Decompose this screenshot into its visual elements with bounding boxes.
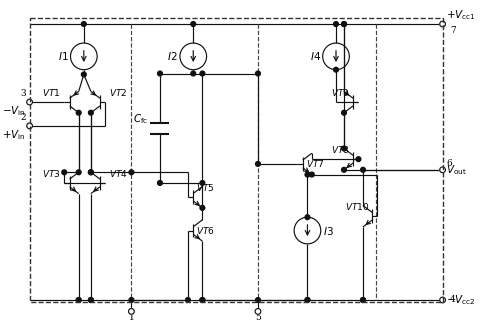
Text: 2: 2 — [20, 113, 26, 122]
Text: 4: 4 — [450, 295, 456, 304]
Circle shape — [360, 167, 365, 172]
Circle shape — [255, 162, 260, 166]
Text: 5: 5 — [255, 313, 261, 322]
Circle shape — [200, 181, 205, 185]
Text: $+V_{\rm in}$: $+V_{\rm in}$ — [2, 128, 26, 141]
Text: $C_{\rm fc}$: $C_{\rm fc}$ — [133, 112, 148, 126]
Text: $VT10$: $VT10$ — [345, 201, 369, 213]
Text: 6: 6 — [446, 159, 452, 168]
Text: 7: 7 — [450, 26, 456, 35]
Text: $VT9$: $VT9$ — [331, 87, 350, 98]
Text: $V_{\rm out}$: $V_{\rm out}$ — [446, 163, 467, 177]
Circle shape — [88, 170, 93, 175]
Circle shape — [76, 298, 81, 302]
Circle shape — [305, 298, 310, 302]
Text: $VT4$: $VT4$ — [109, 168, 128, 179]
Text: $-V_{\rm in}$: $-V_{\rm in}$ — [2, 104, 26, 118]
Circle shape — [27, 123, 33, 129]
Circle shape — [129, 309, 134, 314]
Circle shape — [186, 298, 190, 302]
Text: $I2$: $I2$ — [168, 50, 178, 63]
Circle shape — [342, 22, 347, 26]
Circle shape — [27, 99, 33, 105]
Circle shape — [76, 170, 81, 175]
Circle shape — [62, 170, 67, 175]
Circle shape — [305, 215, 310, 219]
Circle shape — [191, 22, 196, 26]
Circle shape — [305, 298, 310, 302]
Circle shape — [440, 297, 445, 303]
Text: $I1$: $I1$ — [58, 50, 69, 63]
Text: $-V_{\rm cc2}$: $-V_{\rm cc2}$ — [446, 293, 476, 307]
Text: $VT2$: $VT2$ — [109, 87, 128, 98]
Circle shape — [82, 72, 86, 77]
Circle shape — [129, 298, 134, 302]
Circle shape — [255, 309, 261, 314]
Circle shape — [88, 298, 93, 302]
Circle shape — [129, 170, 134, 175]
Text: 1: 1 — [129, 313, 134, 322]
Text: $VT3$: $VT3$ — [42, 168, 60, 179]
Circle shape — [200, 298, 205, 302]
Circle shape — [255, 298, 260, 302]
Circle shape — [157, 71, 162, 76]
Circle shape — [360, 298, 365, 302]
Text: $+V_{\rm cc1}$: $+V_{\rm cc1}$ — [446, 8, 476, 22]
Circle shape — [200, 298, 205, 302]
Circle shape — [88, 170, 93, 175]
Circle shape — [255, 71, 260, 76]
Circle shape — [342, 167, 347, 172]
Circle shape — [82, 22, 86, 26]
Circle shape — [88, 298, 93, 302]
Circle shape — [191, 71, 196, 76]
Text: $VT6$: $VT6$ — [196, 225, 215, 236]
Text: $I4$: $I4$ — [310, 50, 321, 63]
Circle shape — [342, 146, 347, 151]
Circle shape — [334, 67, 338, 72]
Text: $VT5$: $VT5$ — [196, 182, 215, 193]
Circle shape — [305, 172, 310, 177]
Circle shape — [356, 157, 361, 162]
Text: 3: 3 — [20, 89, 26, 98]
Circle shape — [342, 110, 347, 115]
Circle shape — [88, 110, 93, 115]
Circle shape — [342, 22, 347, 26]
Circle shape — [76, 298, 81, 302]
Circle shape — [200, 71, 205, 76]
Text: $VT1$: $VT1$ — [42, 87, 60, 98]
Circle shape — [440, 21, 445, 27]
Circle shape — [157, 181, 162, 185]
Circle shape — [200, 206, 205, 210]
Text: $I3$: $I3$ — [323, 224, 334, 237]
Circle shape — [360, 298, 365, 302]
Circle shape — [334, 22, 338, 26]
Text: $VT8$: $VT8$ — [331, 144, 350, 155]
Circle shape — [440, 167, 445, 173]
Text: $VT7$: $VT7$ — [306, 158, 324, 169]
Circle shape — [76, 110, 81, 115]
Circle shape — [310, 172, 314, 177]
